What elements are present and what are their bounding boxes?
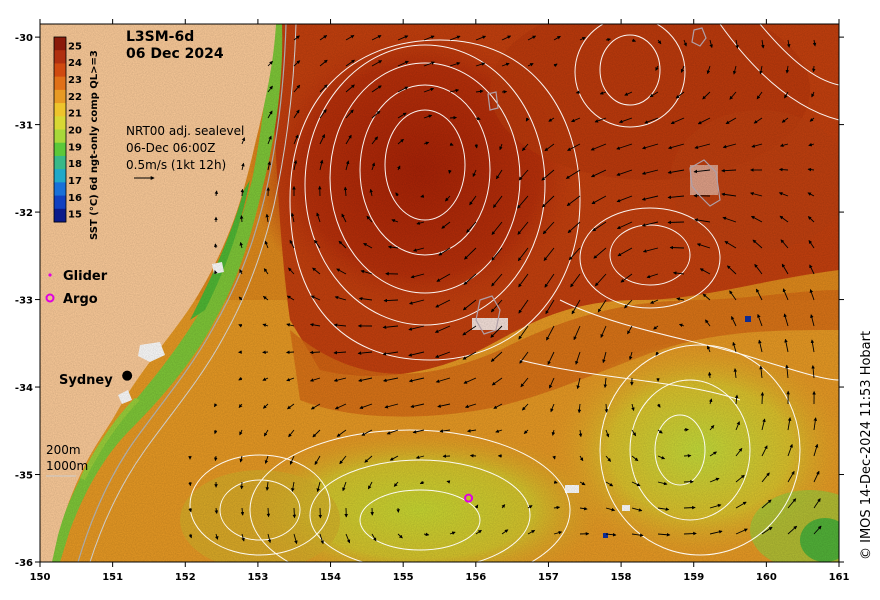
- colorbar-label: SST (°C) 6d ngt-only comp QL>=3: [89, 50, 100, 240]
- colorbar-tick-15: 15: [68, 210, 82, 221]
- colorbar-tick-25: 25: [68, 41, 82, 52]
- lat-tick--33: -33: [15, 296, 33, 307]
- sealevel-contours: [189, 24, 839, 562]
- lat-tick--30: -30: [15, 33, 33, 44]
- info-vector-scale: 0.5m/s (1kt 12h): [126, 158, 226, 172]
- argo-float-marker: [464, 493, 474, 503]
- lon-tick-157: 157: [538, 572, 559, 583]
- glider-marker-icon: [48, 273, 52, 277]
- lon-tick-154: 154: [320, 572, 341, 583]
- lat-tick--35: -35: [15, 471, 33, 482]
- axis-ticks: 150 151 152 153 154 155 156 157 158 159 160 161 -30 -…: [15, 19, 850, 583]
- colorbar-tick-24: 24: [68, 58, 82, 69]
- city-sydney: Sydney: [59, 373, 113, 388]
- lat-tick--34: -34: [15, 383, 33, 394]
- colorbar-tick-18: 18: [68, 159, 82, 170]
- sst-field: [40, 24, 839, 562]
- credit-text: © IMOS 14-Dec-2024 11:53 Hobart: [859, 331, 874, 560]
- lat-tick--36: -36: [15, 558, 33, 569]
- legend-glider: Glider: [63, 269, 108, 284]
- lon-tick-151: 151: [102, 572, 123, 583]
- current-vectors: [188, 35, 822, 545]
- lon-tick-150: 150: [30, 572, 51, 583]
- colorbar-tick-17: 17: [68, 176, 82, 187]
- map-title-product: L3SM-6d: [126, 29, 194, 45]
- sydney-marker-icon: [122, 370, 133, 381]
- lon-tick-158: 158: [611, 572, 632, 583]
- colorbar-tick-19: 19: [68, 142, 82, 153]
- lon-tick-153: 153: [247, 572, 268, 583]
- lat-tick--32: -32: [15, 208, 33, 219]
- colorbar: 25 24 23 22 21 20 19 18 17 16 15 SST (°C) 6d ngt-o…: [53, 36, 100, 240]
- colorbar-tick-21: 21: [68, 109, 82, 120]
- lon-tick-160: 160: [756, 572, 777, 583]
- isobath-1000m: 1000m: [46, 459, 88, 473]
- legend-argo: Argo: [63, 292, 98, 307]
- colorbar-tick-23: 23: [68, 75, 82, 86]
- lon-tick-156: 156: [465, 572, 486, 583]
- lon-tick-161: 161: [829, 572, 850, 583]
- lat-tick--31: -31: [15, 121, 33, 132]
- colorbar-tick-22: 22: [68, 92, 82, 103]
- lon-tick-152: 152: [175, 572, 196, 583]
- lon-tick-159: 159: [683, 572, 704, 583]
- isobath-200m: 200m: [46, 443, 81, 457]
- lon-tick-155: 155: [393, 572, 414, 583]
- colorbar-tick-20: 20: [68, 126, 82, 137]
- argo-marker-icon: [45, 293, 55, 303]
- colorbar-tick-16: 16: [68, 193, 82, 204]
- map-title-date: 06 Dec 2024: [126, 46, 224, 62]
- info-time: 06-Dec 06:00Z: [126, 141, 215, 155]
- info-sealevel: NRT00 adj. sealevel: [126, 124, 244, 138]
